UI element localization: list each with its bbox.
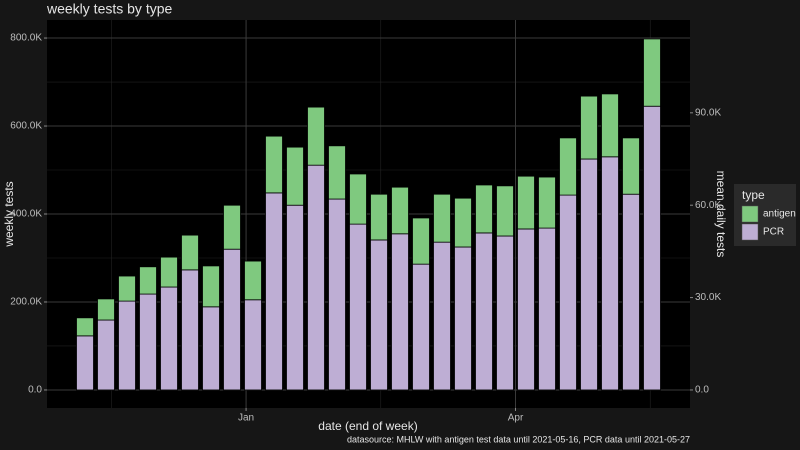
bar xyxy=(538,176,556,229)
bar xyxy=(139,293,157,391)
bar xyxy=(328,198,346,391)
legend-label: antigen xyxy=(763,209,796,220)
y2-tick-label: 0.0 xyxy=(695,385,709,396)
bar xyxy=(181,234,199,271)
bar xyxy=(517,228,535,391)
bar xyxy=(223,248,241,391)
y-tick-label: 0.0 xyxy=(28,385,42,396)
bar xyxy=(307,164,325,391)
x-tick-label: Apr xyxy=(508,413,524,424)
y-tick-label: 200.0K xyxy=(10,297,42,308)
y2-tick-label: 60.0K xyxy=(695,200,721,211)
bar xyxy=(433,193,451,243)
bar xyxy=(601,93,619,158)
bar xyxy=(160,286,178,391)
bar xyxy=(265,135,283,194)
bar xyxy=(538,227,556,391)
bar xyxy=(244,260,262,301)
bar xyxy=(475,232,493,391)
bar xyxy=(496,235,514,391)
bar xyxy=(496,185,514,237)
bar xyxy=(370,193,388,241)
bar xyxy=(181,269,199,391)
y2-tick-label: 30.0K xyxy=(695,292,721,303)
bar xyxy=(454,197,472,248)
bar xyxy=(391,186,409,235)
bar xyxy=(370,239,388,391)
bar xyxy=(139,266,157,295)
bar xyxy=(643,105,661,391)
bar xyxy=(475,184,493,234)
bar xyxy=(223,204,241,250)
y2-axis-title: mean daily tests xyxy=(714,171,728,258)
bar xyxy=(76,335,94,391)
y-tick-label: 600.0K xyxy=(10,121,42,132)
bar xyxy=(412,217,430,265)
bar xyxy=(622,193,640,391)
bar xyxy=(580,158,598,391)
caption: datasource: MHLW with antigen test data … xyxy=(347,434,690,444)
legend-swatch xyxy=(741,205,759,223)
bar xyxy=(349,173,367,225)
bar xyxy=(76,317,94,337)
y-tick-label: 400.0K xyxy=(10,209,42,220)
x-tick-label: Jan xyxy=(238,413,254,424)
chart-title: weekly tests by type xyxy=(46,1,172,17)
y-axis-title: weekly tests xyxy=(2,181,16,247)
bar xyxy=(580,95,598,160)
bar xyxy=(97,298,115,321)
bar xyxy=(517,175,535,230)
bar xyxy=(559,137,577,196)
bar xyxy=(307,106,325,166)
bar xyxy=(349,223,367,391)
bar xyxy=(265,192,283,391)
bar xyxy=(160,256,178,288)
bar xyxy=(643,38,661,107)
bar xyxy=(412,263,430,391)
legend-swatch xyxy=(741,223,759,241)
bar xyxy=(601,156,619,391)
bar xyxy=(622,137,640,195)
bar xyxy=(202,265,220,308)
bar xyxy=(118,300,136,391)
x-axis-title: date (end of week) xyxy=(318,419,417,433)
bar xyxy=(391,233,409,391)
bar xyxy=(202,306,220,391)
bar xyxy=(118,275,136,302)
legend-title: type xyxy=(742,188,765,202)
bar xyxy=(286,146,304,206)
bar xyxy=(433,241,451,391)
y2-tick-label: 90.0K xyxy=(695,107,721,118)
bar xyxy=(244,299,262,391)
bar xyxy=(559,194,577,391)
y-tick-label: 800.0K xyxy=(10,33,42,44)
bar xyxy=(286,204,304,391)
bar xyxy=(454,246,472,391)
legend-label: PCR xyxy=(763,227,784,238)
bar xyxy=(97,319,115,391)
bar xyxy=(328,145,346,200)
